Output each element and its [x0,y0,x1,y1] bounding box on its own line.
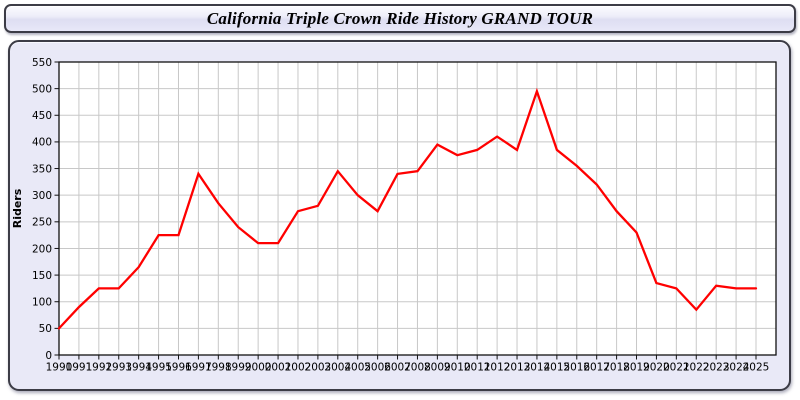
x-tick-label: 2010 [444,362,471,374]
x-tick-label: 1997 [185,362,212,374]
ride-history-chart: 1990199119921993199419951996199719981999… [11,57,777,374]
x-tick-label: 1998 [205,362,232,374]
x-tick-label: 2002 [285,362,312,374]
x-tick-label: 2015 [543,362,570,374]
y-tick-label: 400 [32,137,52,149]
y-tick-label: 550 [32,57,52,69]
x-tick-label: 2011 [464,362,491,374]
x-tick-label: 1993 [105,362,132,374]
x-tick-label: 2023 [703,362,730,374]
y-tick-label: 500 [32,83,52,95]
x-tick-label: 2006 [364,362,391,374]
x-tick-label: 2004 [324,362,351,374]
x-tick-label: 2018 [603,362,630,374]
x-tick-label: 1999 [225,362,252,374]
x-tick-label: 2001 [265,362,292,374]
x-tick-label: 2017 [583,362,610,374]
x-tick-label: 2014 [524,362,551,374]
y-tick-label: 0 [45,350,52,362]
x-tick-label: 2009 [424,362,451,374]
x-tick-label: 2016 [563,362,590,374]
x-tick-label: 2005 [344,362,371,374]
plot-frame [58,61,777,356]
x-tick-label: 1991 [66,362,93,374]
y-axis-label: Riders [11,188,24,228]
chart-panel: 1990 1991 1992 1993 1994 1995 1996 1997 1998 1999… [8,40,791,391]
y-tick-label: 300 [32,190,52,202]
x-tick-label: 2021 [663,362,690,374]
y-tick-label: 50 [39,323,52,335]
x-tick-label: 2019 [623,362,650,374]
x-tick-label: 1992 [85,362,112,374]
chart-title: California Triple Crown Ride History GRA… [206,8,594,28]
title-bar: California Triple Crown Ride History GRA… [4,4,796,33]
y-tick-label: 250 [32,217,52,229]
x-tick-label: 2013 [504,362,531,374]
y-tick-label: 100 [32,297,52,309]
x-tick-label: 2020 [643,362,670,374]
y-tick-label: 150 [32,270,52,282]
x-tick-label: 1990 [46,362,73,374]
x-tick-label: 2007 [384,362,411,374]
x-tick-label: 2024 [723,362,750,374]
x-tick-label: 2012 [484,362,511,374]
x-tick-label: 2000 [245,362,272,374]
x-tick-label: 2003 [305,362,332,374]
x-tick-label: 1994 [125,362,152,374]
x-tick-label: 1995 [145,362,172,374]
y-tick-label: 350 [32,163,52,175]
y-tick-label: 450 [32,110,52,122]
x-tick-label: 2025 [743,362,770,374]
y-tick-label: 200 [32,243,52,255]
riders-line [57,87,758,330]
x-tick-label: 2022 [683,362,710,374]
x-tick-label: 2008 [404,362,431,374]
x-tick-label: 1996 [165,362,192,374]
